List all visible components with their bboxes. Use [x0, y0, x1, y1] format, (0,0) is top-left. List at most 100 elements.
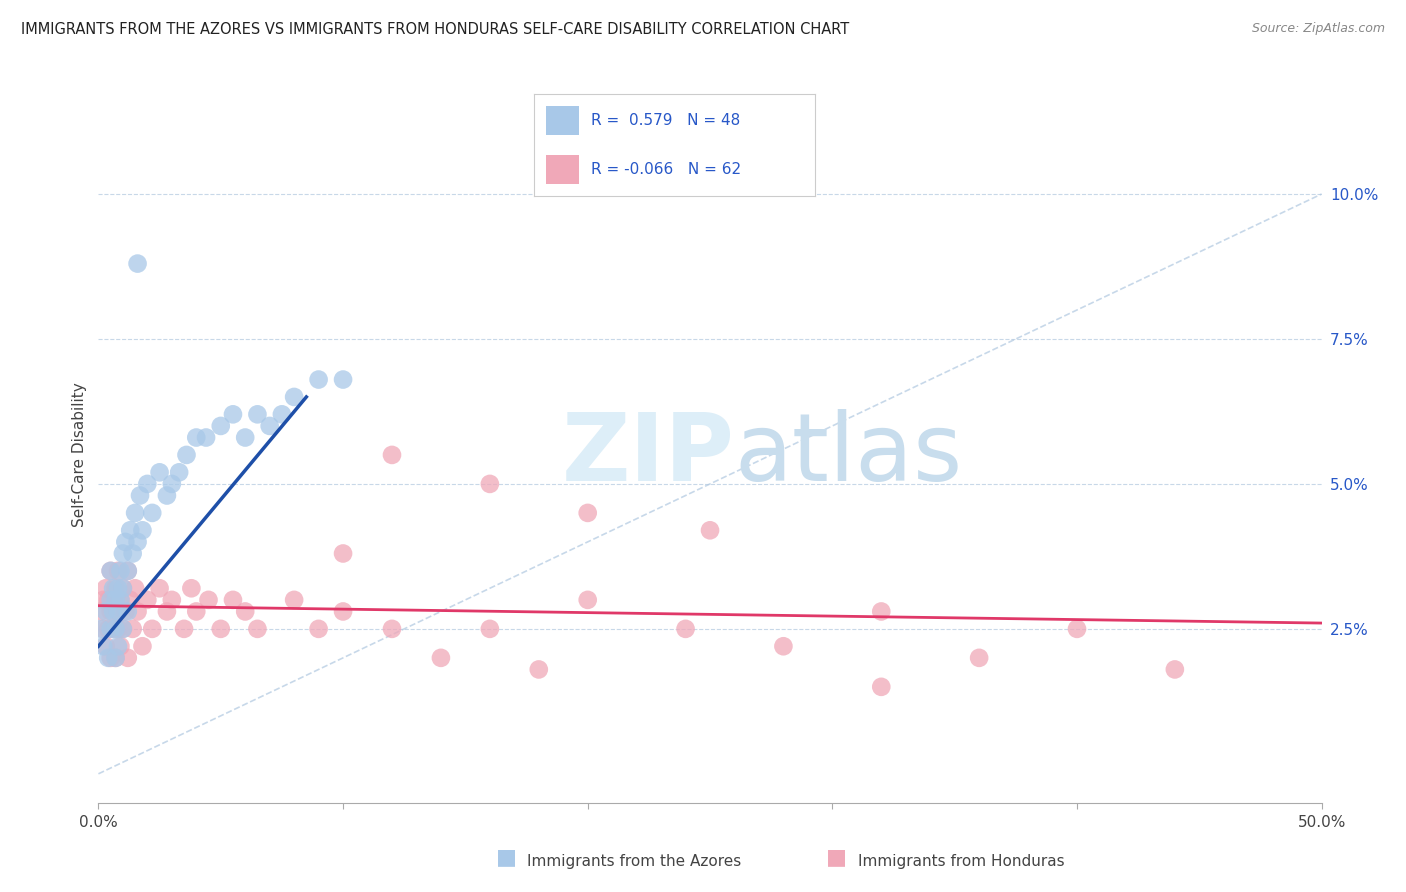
Point	[101, 592, 124, 607]
Text: Immigrants from Honduras: Immigrants from Honduras	[858, 854, 1064, 869]
Point	[332, 605, 354, 619]
Point	[870, 680, 893, 694]
Point	[107, 564, 129, 578]
Point	[127, 605, 149, 619]
Y-axis label: Self-Care Disability: Self-Care Disability	[72, 383, 87, 527]
Point	[117, 564, 139, 578]
Point	[233, 605, 256, 619]
Point	[283, 592, 305, 607]
Point	[97, 651, 120, 665]
Point	[222, 592, 245, 607]
Point	[110, 639, 132, 653]
Bar	[546, 106, 579, 135]
Point	[186, 431, 208, 445]
Point	[124, 506, 146, 520]
Point	[107, 605, 129, 619]
Point	[94, 605, 117, 619]
Point	[100, 564, 122, 578]
Point	[114, 535, 136, 549]
Point	[97, 622, 120, 636]
Point	[332, 373, 354, 387]
Point	[222, 407, 245, 422]
Point	[967, 651, 990, 665]
Text: IMMIGRANTS FROM THE AZORES VS IMMIGRANTS FROM HONDURAS SELF-CARE DISABILITY CORR: IMMIGRANTS FROM THE AZORES VS IMMIGRANTS…	[21, 22, 849, 37]
Point	[107, 622, 129, 636]
Text: R =  0.579   N = 48: R = 0.579 N = 48	[591, 112, 740, 128]
Point	[259, 419, 281, 434]
Point	[270, 407, 294, 422]
Point	[111, 582, 134, 596]
Text: ■: ■	[827, 847, 846, 867]
Point	[120, 592, 142, 607]
Point	[173, 622, 195, 636]
Point	[160, 476, 183, 491]
Point	[129, 489, 152, 503]
Point	[101, 622, 124, 636]
Point	[120, 523, 142, 537]
Point	[160, 592, 183, 607]
Point	[141, 506, 163, 520]
Point	[90, 622, 112, 636]
Point	[100, 592, 122, 607]
Point	[149, 582, 172, 596]
Point	[246, 622, 269, 636]
Text: Immigrants from the Azores: Immigrants from the Azores	[527, 854, 741, 869]
Point	[156, 605, 179, 619]
Point	[111, 546, 134, 561]
Point	[209, 622, 232, 636]
Point	[176, 448, 198, 462]
Point	[121, 546, 143, 561]
Point	[141, 622, 163, 636]
Point	[209, 419, 232, 434]
Point	[308, 373, 330, 387]
Point	[91, 639, 114, 653]
Point	[107, 605, 129, 619]
Point	[101, 582, 124, 596]
Point	[127, 257, 149, 271]
Point	[233, 431, 256, 445]
Point	[870, 605, 893, 619]
Point	[576, 506, 599, 520]
Point	[100, 651, 122, 665]
Point	[100, 605, 122, 619]
Point	[104, 582, 127, 596]
Point	[156, 489, 179, 503]
Point	[167, 466, 190, 480]
Point	[381, 448, 404, 462]
Point	[107, 582, 129, 596]
Point	[180, 582, 202, 596]
Point	[1164, 662, 1187, 677]
Point	[107, 639, 129, 653]
Point	[675, 622, 697, 636]
Point	[121, 622, 143, 636]
Point	[131, 523, 153, 537]
Point	[1066, 622, 1088, 636]
Point	[772, 639, 794, 653]
Bar	[546, 155, 579, 184]
Point	[149, 466, 172, 480]
Point	[104, 592, 127, 607]
Point	[91, 622, 114, 636]
Text: ZIP: ZIP	[561, 409, 734, 501]
Point	[104, 651, 127, 665]
Point	[100, 622, 122, 636]
Point	[124, 582, 146, 596]
Point	[430, 651, 453, 665]
Point	[97, 592, 120, 607]
Point	[117, 564, 139, 578]
Point	[381, 622, 404, 636]
Point	[197, 592, 219, 607]
Point	[90, 605, 112, 619]
Point	[117, 651, 139, 665]
Point	[308, 622, 330, 636]
Point	[100, 564, 122, 578]
Point	[195, 431, 218, 445]
Point	[699, 523, 721, 537]
Point	[127, 535, 149, 549]
Point	[111, 622, 134, 636]
Point	[117, 605, 139, 619]
Point	[110, 592, 132, 607]
Point	[186, 605, 208, 619]
Point	[576, 592, 599, 607]
Point	[91, 592, 114, 607]
